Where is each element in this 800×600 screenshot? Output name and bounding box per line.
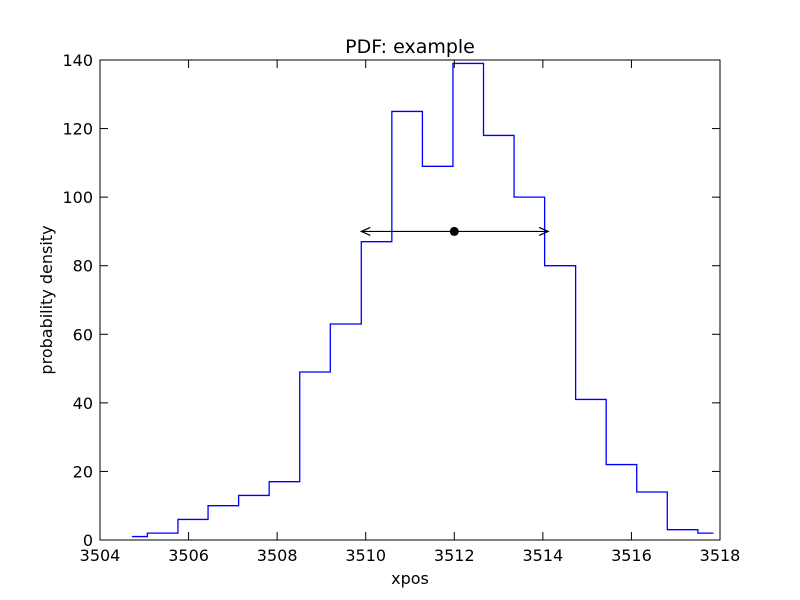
plot-area (99, 59, 721, 541)
y-tick-label: 140 (62, 51, 93, 70)
histogram-step-line (131, 62, 714, 538)
x-tick-label: 3504 (80, 546, 121, 565)
x-tick-label: 3506 (168, 546, 209, 565)
interval-arrow-left (359, 226, 371, 236)
interval-arrow-right (538, 226, 550, 236)
y-tick-label: 60 (73, 325, 93, 344)
x-tick-label: 3508 (257, 546, 298, 565)
y-tick-label: 120 (62, 120, 93, 139)
chart-title: PDF: example (345, 36, 475, 58)
x-tick-label: 3518 (700, 546, 741, 565)
y-axis-ticks: 0 20 40 60 80 100 120 140 (62, 51, 720, 550)
y-axis-label: probability density (37, 225, 56, 374)
x-axis-ticks: 3504 3506 3508 3510 3512 3514 3516 3518 (80, 60, 741, 565)
x-tick-label: 3510 (345, 546, 386, 565)
y-tick-label: 0 (83, 531, 93, 550)
y-tick-label: 40 (73, 394, 93, 413)
y-tick-label: 20 (73, 462, 93, 481)
y-tick-label: 80 (73, 257, 93, 276)
interval-center-point (449, 226, 459, 236)
x-tick-label: 3516 (611, 546, 652, 565)
y-tick-label: 100 (62, 188, 93, 207)
plot-frame (99, 59, 721, 541)
x-tick-label: 3512 (434, 546, 475, 565)
x-tick-label: 3514 (522, 546, 563, 565)
x-axis-label: xpos (391, 569, 429, 588)
